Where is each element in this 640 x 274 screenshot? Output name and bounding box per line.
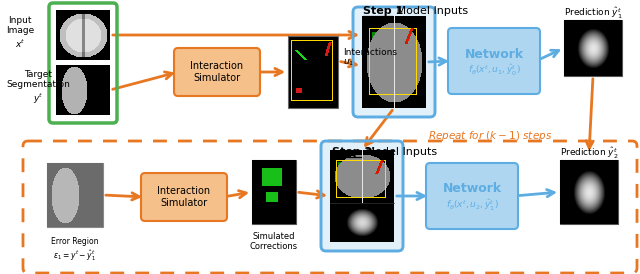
Text: Model Inputs: Model Inputs <box>362 147 437 157</box>
Bar <box>252 160 296 224</box>
Text: Prediction $\hat{y}_1^t$: Prediction $\hat{y}_1^t$ <box>564 5 623 21</box>
Bar <box>288 36 338 108</box>
Text: Network: Network <box>442 182 502 196</box>
Text: Input
Image
$x^t$: Input Image $x^t$ <box>6 16 35 50</box>
FancyBboxPatch shape <box>321 141 403 251</box>
FancyBboxPatch shape <box>174 48 260 96</box>
FancyBboxPatch shape <box>448 28 540 94</box>
FancyBboxPatch shape <box>141 173 227 221</box>
FancyBboxPatch shape <box>426 163 518 229</box>
Text: Interactions
$u_1$: Interactions $u_1$ <box>343 48 397 68</box>
Bar <box>47 163 103 227</box>
Text: Interaction
Simulator: Interaction Simulator <box>157 186 211 208</box>
Text: $f_\theta(x^t, u_1, \hat{y}_0^t)$: $f_\theta(x^t, u_1, \hat{y}_0^t)$ <box>468 62 520 78</box>
Text: Network: Network <box>465 47 524 61</box>
Text: Interaction
Simulator: Interaction Simulator <box>191 61 244 83</box>
Text: Target
Segmentation
$y^t$: Target Segmentation $y^t$ <box>6 70 70 106</box>
Text: $f_\theta(x^t, u_2, \hat{y}_1^t)$: $f_\theta(x^t, u_2, \hat{y}_1^t)$ <box>445 198 499 213</box>
FancyBboxPatch shape <box>353 7 435 117</box>
Bar <box>560 160 618 224</box>
Text: Prediction $\hat{y}_2^t$: Prediction $\hat{y}_2^t$ <box>559 145 618 161</box>
Text: Model Inputs: Model Inputs <box>393 6 468 16</box>
Bar <box>564 20 622 76</box>
Text: Repeat for $(k-1)$ steps: Repeat for $(k-1)$ steps <box>428 129 552 143</box>
Text: Simulated
Corrections: Simulated Corrections <box>250 232 298 252</box>
Text: Error Region
$\varepsilon_1 = y^t - \hat{y}_1^t$: Error Region $\varepsilon_1 = y^t - \hat… <box>51 237 99 263</box>
Text: Step 1: Step 1 <box>363 6 403 16</box>
Text: Step 2: Step 2 <box>332 147 372 157</box>
